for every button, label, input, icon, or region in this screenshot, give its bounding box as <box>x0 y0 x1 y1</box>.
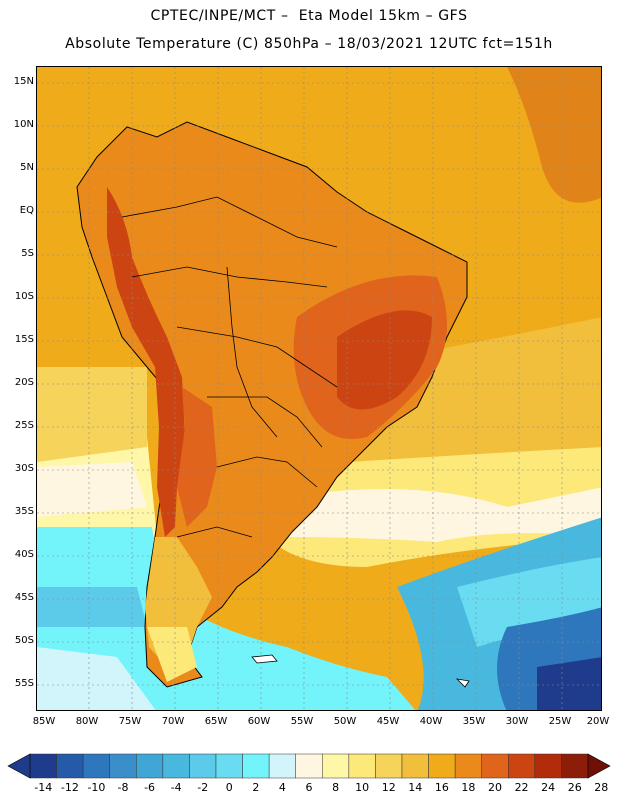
falkland-islands <box>251 654 278 664</box>
colorbar-label: -4 <box>170 781 182 794</box>
lon-label: 25W <box>548 716 572 727</box>
lon-label: 40W <box>419 716 443 727</box>
lat-label: 5S <box>21 248 34 259</box>
lat-label: 25S <box>14 420 34 431</box>
lon-label: 20W <box>586 716 610 727</box>
colorbar-label: 12 <box>381 781 396 794</box>
colorbar-swatch <box>322 753 350 779</box>
lon-label: 45W <box>376 716 400 727</box>
lon-label: 70W <box>161 716 185 727</box>
graticule <box>37 67 601 710</box>
lat-label: 45S <box>14 592 34 603</box>
map-title: CPTEC/INPE/MCT – Eta Model 15km – GFS <box>150 8 468 24</box>
colorbar-label: -12 <box>60 781 79 794</box>
colorbar <box>7 753 611 779</box>
lat-label: 15N <box>13 76 34 87</box>
colorbar-label: -10 <box>87 781 106 794</box>
colorbar-label: 20 <box>488 781 502 794</box>
pacific-yellow-2 <box>37 367 147 462</box>
colorbar-label: 24 <box>541 781 556 794</box>
cold-pacific-south <box>37 587 147 627</box>
lat-label: 40S <box>14 549 34 560</box>
colorbar-swatch <box>242 753 270 779</box>
lon-label: 85W <box>32 716 56 727</box>
lat-label: 10S <box>14 291 34 302</box>
colorbar-swatch <box>189 753 217 779</box>
lon-label: 55W <box>290 716 314 727</box>
lat-label: 20S <box>14 377 34 388</box>
colorbar-label: 14 <box>408 781 423 794</box>
lon-label: 50W <box>333 716 357 727</box>
lat-label: 35S <box>14 506 34 517</box>
colorbar-label: 10 <box>355 781 370 794</box>
colorbar-label: -14 <box>34 781 53 794</box>
colorbar-label: 0 <box>225 781 233 794</box>
colorbar-label: -6 <box>144 781 156 794</box>
colorbar-swatch <box>109 753 137 779</box>
pacific-cream <box>37 462 147 517</box>
colorbar-label: 6 <box>305 781 313 794</box>
colorbar-swatch <box>348 753 376 779</box>
lat-label: 50S <box>14 635 34 646</box>
colorbar-label: -2 <box>197 781 209 794</box>
colorbar-label: 8 <box>332 781 340 794</box>
colorbar-label: -8 <box>117 781 129 794</box>
temperature-map <box>37 67 601 710</box>
colorbar-swatch <box>56 753 84 779</box>
cold-southwest <box>37 527 416 710</box>
atlantic-cream <box>287 487 601 542</box>
colorbar-swatch <box>401 753 429 779</box>
colorbar-label: 28 <box>594 781 609 794</box>
map-subtitle: Absolute Temperature (C) 850hPa – 18/03/… <box>65 36 553 52</box>
south-georgia <box>455 678 470 688</box>
lon-label: 35W <box>462 716 486 727</box>
lat-label: 30S <box>14 463 34 474</box>
colorbar-right-arrow <box>587 753 611 779</box>
lon-label: 30W <box>505 716 529 727</box>
colorbar-swatch <box>295 753 323 779</box>
lon-label: 75W <box>118 716 142 727</box>
altiplano-warm <box>177 387 217 527</box>
lat-label: EQ <box>19 205 34 216</box>
colorbar-label: 26 <box>567 781 582 794</box>
brazil-hot-core <box>337 310 432 410</box>
colorbar-swatch <box>428 753 456 779</box>
colorbar-swatch <box>375 753 403 779</box>
colorbar-swatch <box>454 753 482 779</box>
colorbar-swatch <box>481 753 509 779</box>
colorbar-label: 2 <box>252 781 260 794</box>
lat-label: 5N <box>20 162 34 173</box>
colorbar-left-arrow <box>7 753 31 779</box>
colorbar-swatch <box>215 753 243 779</box>
patagonia-tip <box>147 627 197 682</box>
colorbar-label: 16 <box>434 781 449 794</box>
map-panel <box>36 66 602 711</box>
colorbar-label: 18 <box>461 781 476 794</box>
lat-label: 10N <box>13 119 34 130</box>
colorbar-swatch <box>561 753 589 779</box>
lat-label: 55S <box>14 678 34 689</box>
colorbar-label: 22 <box>514 781 529 794</box>
lon-label: 65W <box>204 716 228 727</box>
colorbar-swatch <box>508 753 536 779</box>
colorbar-swatch <box>82 753 110 779</box>
colorbar-swatch <box>136 753 164 779</box>
andes-hot-band <box>107 187 185 537</box>
lat-label: 15S <box>14 334 34 345</box>
lon-label: 80W <box>75 716 99 727</box>
colorbar-swatch <box>534 753 562 779</box>
colorbar-swatch <box>162 753 190 779</box>
colorbar-label: 4 <box>278 781 286 794</box>
cold-core-dark <box>537 657 601 710</box>
cold-light-patch <box>37 647 156 710</box>
country-borders <box>121 196 338 538</box>
colorbar-swatch <box>29 753 57 779</box>
colorbar-swatch <box>268 753 296 779</box>
lon-label: 60W <box>247 716 271 727</box>
